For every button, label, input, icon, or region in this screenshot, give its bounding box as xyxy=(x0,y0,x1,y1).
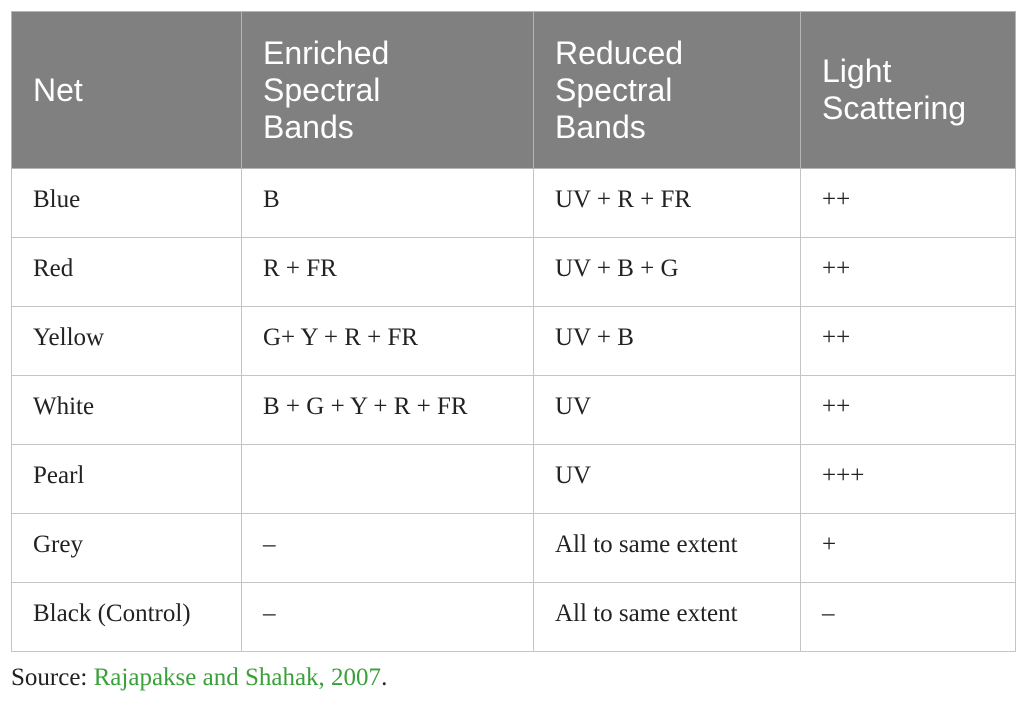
table-cell: Pearl xyxy=(11,444,242,514)
source-label: Source: xyxy=(11,664,88,691)
data-table: Net Enriched Spectral Bands Reduced Spectr… xyxy=(11,11,1016,652)
table-cell: R + FR xyxy=(241,237,534,307)
table-cell: ++ xyxy=(800,237,1016,307)
header-cell: Light Scattering xyxy=(800,11,1016,169)
table-cell: + xyxy=(800,513,1016,583)
table-cell: UV xyxy=(533,375,801,445)
table-cell: UV + B + G xyxy=(533,237,801,307)
table-cell: B xyxy=(241,168,534,238)
table-cell: ++ xyxy=(800,306,1016,376)
source-end: . xyxy=(381,664,388,691)
table-cell: All to same extent xyxy=(533,582,801,652)
table-cell: White xyxy=(11,375,242,445)
table-cell: ++ xyxy=(800,375,1016,445)
table-row: Pearl UV +++ xyxy=(11,444,1016,514)
table-cell: Red xyxy=(11,237,242,307)
header-cell: Net xyxy=(11,11,242,169)
header-row: Net Enriched Spectral Bands Reduced Spectr… xyxy=(11,11,1016,169)
table-cell: All to same extent xyxy=(533,513,801,583)
table-cell: B + G + Y + R + FR xyxy=(241,375,534,445)
table-cell: +++ xyxy=(800,444,1016,514)
table-cell: UV + R + FR xyxy=(533,168,801,238)
table-cell: Yellow xyxy=(11,306,242,376)
table-body: Blue B UV + R + FR ++ Red R + FR UV + B + G ++ Y… xyxy=(11,168,1016,652)
table-cell: UV + B xyxy=(533,306,801,376)
header-text: Reduced Spectral Bands xyxy=(555,34,684,145)
header-text: Net xyxy=(33,71,83,108)
source-note: Source: Rajapakse and Shahak, 2007. xyxy=(11,664,387,692)
header-text: Light Scattering xyxy=(822,53,967,126)
table-cell: ++ xyxy=(800,168,1016,238)
table-row: Grey – All to same extent + xyxy=(11,513,1016,583)
table-cell: – xyxy=(241,513,534,583)
table-row: Yellow G+ Y + R + FR UV + B ++ xyxy=(11,306,1016,376)
table-cell: – xyxy=(800,582,1016,652)
header-cell: Reduced Spectral Bands xyxy=(533,11,801,169)
table-cell xyxy=(241,444,534,514)
header-cell: Enriched Spectral Bands xyxy=(241,11,534,169)
table-row: White B + G + Y + R + FR UV ++ xyxy=(11,375,1016,445)
table-cell: Black (Control) xyxy=(11,582,242,652)
table-row: Red R + FR UV + B + G ++ xyxy=(11,237,1016,307)
header-text: Enriched Spectral Bands xyxy=(263,34,390,145)
table-cell: – xyxy=(241,582,534,652)
table-row: Blue B UV + R + FR ++ xyxy=(11,168,1016,238)
source-link[interactable]: Rajapakse and Shahak, 2007 xyxy=(93,664,382,691)
table-cell: Blue xyxy=(11,168,242,238)
table-cell: Grey xyxy=(11,513,242,583)
table-cell: G+ Y + R + FR xyxy=(241,306,534,376)
table-cell: UV xyxy=(533,444,801,514)
table-row: Black (Control) – All to same extent – xyxy=(11,582,1016,652)
